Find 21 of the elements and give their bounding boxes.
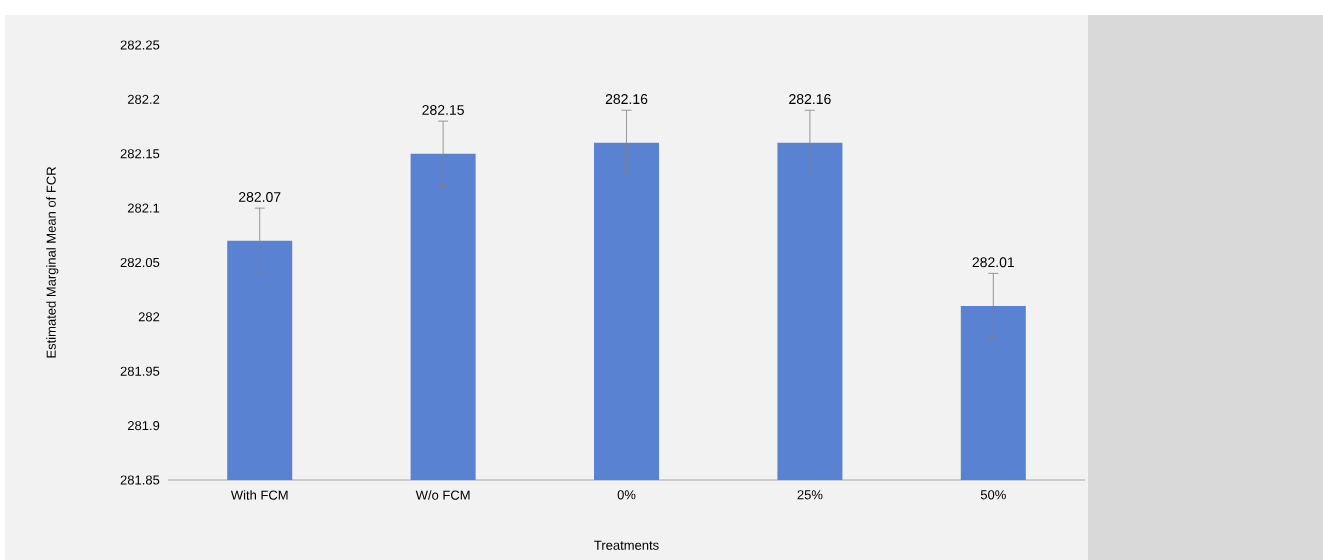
- x-tick-label: 50%: [980, 490, 1006, 500]
- data-label: 282.07: [239, 191, 281, 202]
- y-tick-label: 281.9: [127, 421, 160, 431]
- data-label: 282.16: [789, 94, 831, 105]
- y-tick-label: 282: [138, 312, 160, 322]
- data-label: 282.16: [605, 94, 648, 105]
- x-tick-label: With FCM: [230, 490, 288, 500]
- y-tick-label: 281.85: [120, 475, 160, 485]
- y-tick-label: 282.25: [120, 40, 160, 50]
- x-tick-label: W/o FCM: [415, 490, 470, 500]
- x-tick-label: 0%: [617, 490, 636, 500]
- y-tick-label: 282.2: [127, 94, 160, 104]
- data-label: 282.15: [422, 104, 464, 115]
- y-tick-label: 281.95: [120, 366, 160, 376]
- data-label: 282.01: [972, 257, 1015, 268]
- y-tick-label: 282.1: [127, 203, 160, 213]
- y-axis-title: Estimated Marginal Mean of FCR: [46, 167, 59, 358]
- x-tick-label: 25%: [797, 490, 823, 500]
- y-tick-label: 282.15: [120, 149, 160, 159]
- x-axis-title: Treatments: [594, 540, 659, 550]
- y-tick-label: 282.05: [120, 257, 160, 268]
